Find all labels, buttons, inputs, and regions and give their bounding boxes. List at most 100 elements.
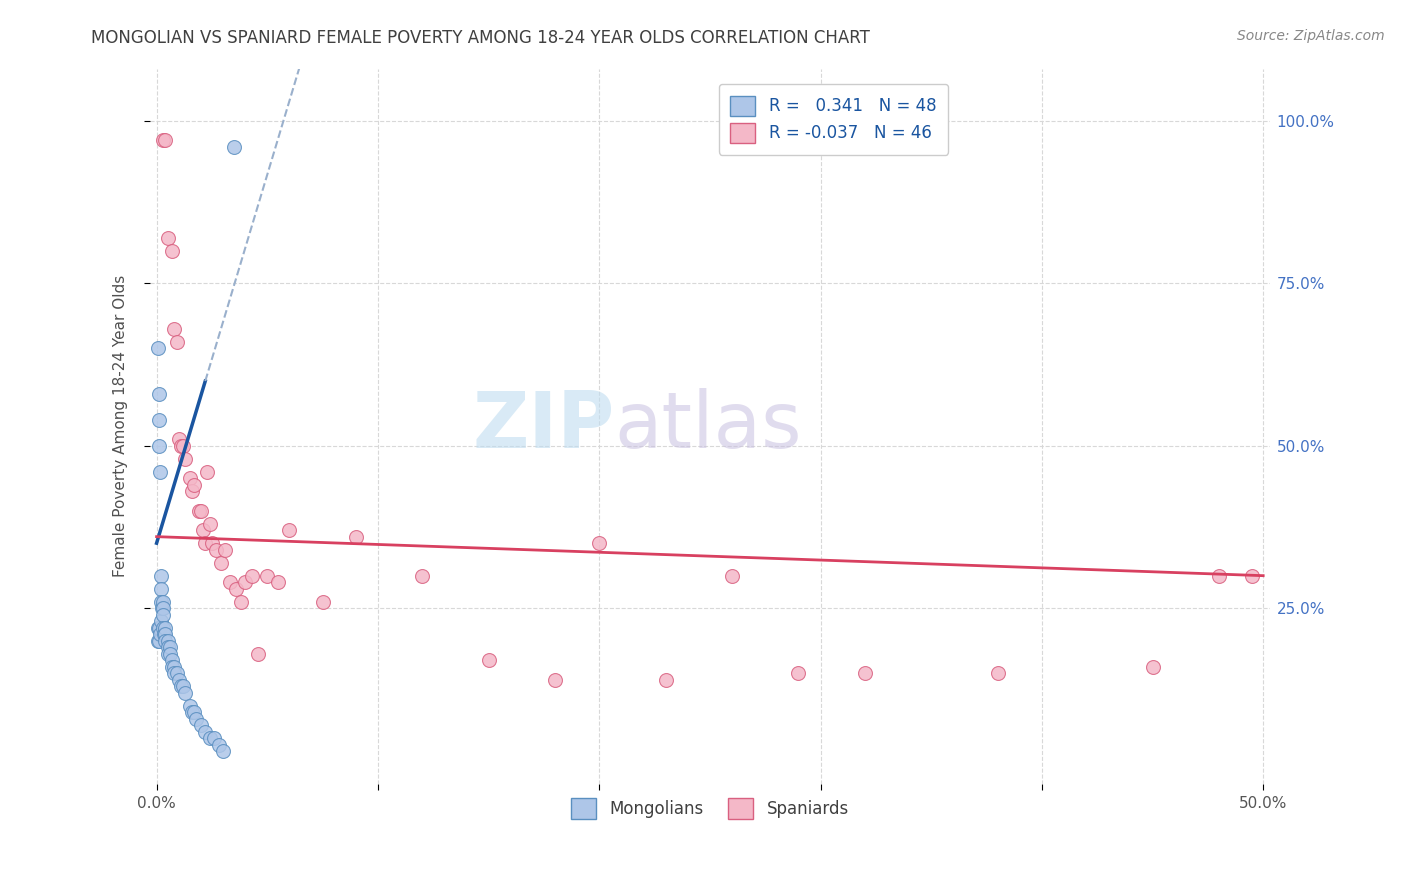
Point	[1208, 568, 1230, 582]
Point	[186, 712, 208, 726]
Point	[148, 633, 170, 648]
Point	[411, 568, 433, 582]
Point	[146, 621, 169, 635]
Point	[148, 439, 170, 453]
Point	[183, 477, 205, 491]
Point	[172, 679, 194, 693]
Point	[150, 614, 173, 628]
Point	[153, 627, 176, 641]
Point	[987, 666, 1010, 681]
Point	[148, 412, 170, 426]
Point	[179, 471, 201, 485]
Point	[654, 673, 676, 687]
Point	[544, 673, 567, 687]
Point	[149, 627, 172, 641]
Point	[148, 621, 170, 635]
Point	[156, 640, 179, 655]
Point	[160, 244, 183, 258]
Point	[150, 582, 173, 596]
Point	[256, 568, 278, 582]
Text: atlas: atlas	[614, 388, 803, 464]
Point	[152, 595, 174, 609]
Point	[155, 133, 177, 147]
Point	[172, 439, 194, 453]
Point	[163, 666, 186, 681]
Point	[159, 640, 181, 655]
Point	[240, 568, 263, 582]
Point	[191, 523, 214, 537]
Point	[152, 621, 174, 635]
Point	[853, 666, 876, 681]
Point	[146, 341, 169, 355]
Point	[170, 679, 193, 693]
Point	[174, 451, 197, 466]
Point	[787, 666, 810, 681]
Point	[222, 139, 245, 153]
Point	[159, 647, 181, 661]
Point	[201, 536, 224, 550]
Point	[218, 575, 240, 590]
Point	[166, 334, 188, 349]
Point	[477, 653, 499, 667]
Point	[212, 744, 235, 758]
Point	[207, 738, 229, 752]
Point	[152, 607, 174, 622]
Text: MONGOLIAN VS SPANIARD FEMALE POVERTY AMONG 18-24 YEAR OLDS CORRELATION CHART: MONGOLIAN VS SPANIARD FEMALE POVERTY AMO…	[91, 29, 870, 46]
Point	[233, 575, 256, 590]
Point	[155, 627, 177, 641]
Point	[267, 575, 290, 590]
Point	[1241, 568, 1264, 582]
Point	[1142, 659, 1164, 673]
Point	[197, 465, 219, 479]
Point	[167, 673, 190, 687]
Point	[163, 659, 186, 673]
Point	[194, 724, 217, 739]
Point	[344, 530, 367, 544]
Point	[311, 595, 333, 609]
Point	[152, 133, 174, 147]
Point	[721, 568, 744, 582]
Point	[214, 542, 236, 557]
Point	[155, 621, 177, 635]
Point	[179, 698, 201, 713]
Point	[170, 439, 193, 453]
Point	[190, 503, 212, 517]
Point	[198, 516, 221, 531]
Point	[163, 321, 186, 335]
Legend: Mongolians, Spaniards: Mongolians, Spaniards	[564, 792, 856, 825]
Point	[174, 686, 197, 700]
Point	[181, 705, 204, 719]
Point	[198, 731, 221, 746]
Point	[156, 633, 179, 648]
Point	[588, 536, 610, 550]
Point	[190, 718, 212, 732]
Text: ZIP: ZIP	[472, 388, 614, 464]
Point	[187, 503, 209, 517]
Point	[166, 666, 188, 681]
Point	[156, 230, 179, 244]
Point	[205, 542, 228, 557]
Point	[229, 595, 252, 609]
Point	[155, 633, 177, 648]
Point	[149, 465, 172, 479]
Point	[160, 653, 183, 667]
Point	[194, 536, 217, 550]
Point	[247, 647, 270, 661]
Point	[209, 556, 232, 570]
Point	[150, 595, 173, 609]
Point	[146, 633, 169, 648]
Point	[148, 386, 170, 401]
Point	[278, 523, 301, 537]
Text: Source: ZipAtlas.com: Source: ZipAtlas.com	[1237, 29, 1385, 43]
Point	[150, 568, 173, 582]
Y-axis label: Female Poverty Among 18-24 Year Olds: Female Poverty Among 18-24 Year Olds	[114, 275, 128, 577]
Point	[181, 484, 204, 499]
Point	[156, 647, 179, 661]
Point	[160, 659, 183, 673]
Point	[225, 582, 247, 596]
Point	[167, 432, 190, 446]
Point	[150, 601, 173, 615]
Point	[202, 731, 225, 746]
Point	[183, 705, 205, 719]
Point	[152, 601, 174, 615]
